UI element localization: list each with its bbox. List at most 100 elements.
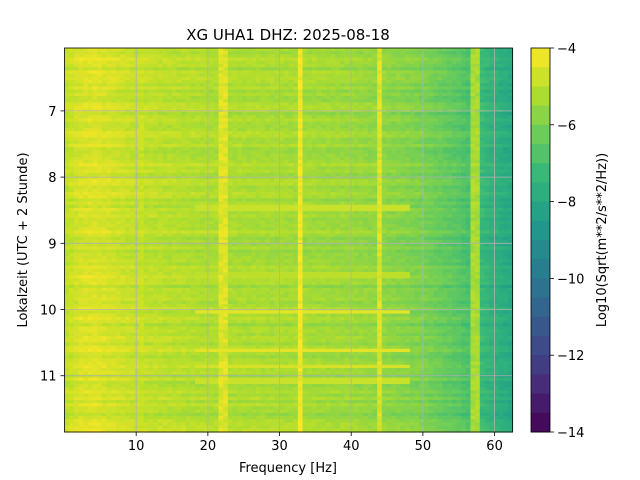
heatmap-cell [325, 54, 332, 59]
heatmap-cell [87, 192, 94, 196]
heatmap-cell [111, 195, 117, 199]
heatmap-cell [69, 147, 75, 151]
heatmap-cell [139, 169, 145, 174]
heatmap-cell [157, 124, 164, 129]
heatmap-cell [358, 204, 364, 209]
heatmap-cell [246, 86, 252, 91]
heatmap-cell [111, 169, 117, 174]
heatmap-cell [297, 121, 304, 126]
heatmap-cell [437, 192, 444, 196]
heatmap-cell [335, 112, 341, 116]
heatmap-cell [265, 96, 271, 100]
heatmap-cell [316, 86, 322, 91]
heatmap-cell [358, 160, 364, 164]
heatmap-cell [195, 124, 201, 129]
heatmap-cell [428, 118, 434, 123]
heatmap-cell [451, 70, 458, 75]
heatmap-cell [433, 192, 439, 196]
heatmap-cell [409, 128, 416, 132]
heatmap-cell [129, 64, 136, 68]
heatmap-cell [106, 86, 112, 91]
heatmap-cell [437, 54, 444, 59]
heatmap-cell [325, 83, 332, 87]
heatmap-cell [484, 115, 490, 119]
heatmap-cell [251, 76, 257, 81]
heatmap-cell [391, 131, 397, 135]
heatmap-cell [498, 48, 504, 52]
heatmap-cell [223, 201, 229, 206]
heatmap-cell [232, 112, 238, 116]
heatmap-cell [101, 124, 108, 129]
heatmap-cell [209, 128, 215, 132]
heatmap-cell [171, 115, 178, 119]
heatmap-cell [157, 105, 164, 110]
heatmap-cell [437, 89, 444, 94]
heatmap-cell [78, 172, 84, 177]
heatmap-cell [157, 86, 164, 91]
heatmap-cell [335, 67, 341, 71]
heatmap-cell [456, 211, 462, 215]
heatmap-cell [442, 179, 448, 183]
heatmap-cell [223, 92, 229, 97]
heatmap-cell [442, 80, 448, 84]
heatmap-cell [115, 83, 122, 87]
heatmap-cell [255, 99, 262, 103]
heatmap-cell [344, 179, 350, 183]
heatmap-cell [167, 163, 173, 167]
heatmap-cell [465, 96, 472, 100]
heatmap-cell [423, 208, 430, 212]
heatmap-cell [456, 128, 462, 132]
heatmap-cell [87, 201, 94, 206]
heatmap-cell [400, 86, 406, 91]
heatmap-cell [260, 169, 266, 174]
heatmap-cell [447, 144, 453, 148]
heatmap-cell [246, 83, 252, 87]
heatmap-cell [176, 137, 182, 142]
heatmap-cell [246, 115, 252, 119]
heatmap-cell [176, 124, 182, 129]
heatmap-cell [391, 140, 397, 145]
heatmap-cell [129, 169, 136, 174]
heatmap-cell [419, 96, 425, 100]
heatmap-cell [115, 128, 122, 132]
heatmap-cell [330, 163, 336, 167]
heatmap-cell [493, 60, 500, 65]
heatmap-cell [465, 211, 472, 215]
heatmap-cell [372, 112, 378, 116]
heatmap-cell [279, 60, 285, 65]
heatmap-cell [293, 208, 299, 212]
heatmap-cell [241, 51, 248, 55]
heatmap-cell [307, 140, 313, 145]
heatmap-cell [507, 70, 514, 75]
heatmap-cell [316, 156, 322, 161]
heatmap-cell [190, 51, 196, 55]
heatmap-cell [321, 176, 327, 180]
heatmap-cell [433, 102, 439, 107]
heatmap-cell [451, 176, 458, 180]
heatmap-cell [157, 160, 164, 164]
heatmap-cell [353, 166, 360, 171]
heatmap-cell [213, 80, 220, 84]
heatmap-cell [153, 102, 159, 107]
heatmap-cell [185, 48, 192, 52]
heatmap-cell [237, 160, 243, 164]
heatmap-cell [386, 204, 392, 209]
heatmap-cell [101, 128, 108, 132]
heatmap-cell [246, 118, 252, 123]
heatmap-cell [428, 102, 434, 107]
heatmap-cell [101, 140, 108, 145]
heatmap-cell [199, 169, 206, 174]
heatmap-cell [307, 102, 313, 107]
heatmap-cell [129, 89, 136, 94]
heatmap-cell [293, 121, 299, 126]
heatmap-cell [377, 80, 383, 84]
heatmap-cell [251, 198, 257, 203]
heatmap-cell [73, 169, 80, 174]
heatmap-cell [97, 163, 103, 167]
heatmap-cell [176, 96, 182, 100]
heatmap-cell [265, 57, 271, 62]
heatmap-cell [409, 160, 416, 164]
heatmap-cell [283, 73, 290, 78]
heatmap-cell [279, 188, 285, 193]
heatmap-cell [153, 182, 159, 187]
